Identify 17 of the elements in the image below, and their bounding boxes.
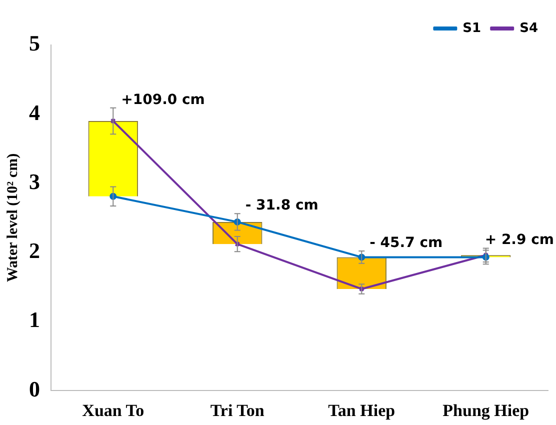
x-tick-label: Tan Hiep xyxy=(328,401,396,420)
y-tick-label: 4 xyxy=(29,100,40,125)
y-tick-label: 0 xyxy=(29,376,40,402)
x-tick-label: Phung Hiep xyxy=(442,401,530,420)
y-tick-label: 3 xyxy=(29,168,40,194)
x-tick-label: Xuan To xyxy=(82,401,144,420)
annotation: - 31.8 cm xyxy=(245,198,318,214)
y-tick-label: 5 xyxy=(29,30,40,56)
y-tick-label: 1 xyxy=(29,307,40,332)
y-tick-label: 2 xyxy=(29,238,40,264)
x-tick-label: Tri Ton xyxy=(210,401,265,420)
legend-label: S1 xyxy=(462,20,482,36)
annotation: - 45.7 cm xyxy=(370,234,443,251)
annotation: +109.0 cm xyxy=(121,92,205,108)
annotation: + 2.9 cm xyxy=(484,232,554,248)
legend-label: S4 xyxy=(520,20,538,36)
y-axis-title: Water level (10² cm) xyxy=(4,153,21,282)
